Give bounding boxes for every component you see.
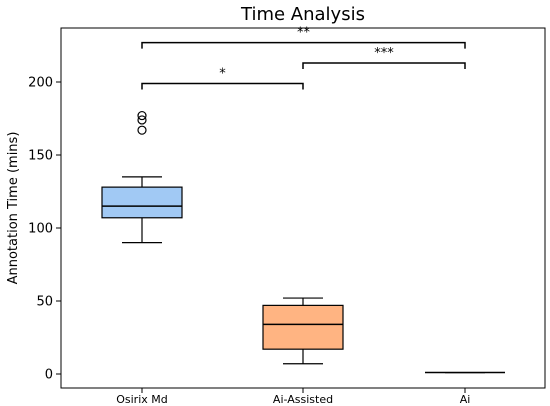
box-iqr — [101, 186, 183, 219]
outlier-point — [137, 125, 147, 135]
x-tick-label: Ai — [460, 393, 471, 406]
chart-title: Time Analysis — [240, 4, 365, 25]
plot-frame — [60, 27, 546, 389]
y-tick-label: 100 — [28, 222, 53, 237]
significance-label: *** — [374, 46, 394, 61]
box-iqr — [262, 304, 344, 350]
significance-label: ** — [297, 26, 311, 41]
x-tick-label: Osirix Md — [116, 393, 168, 406]
y-tick-label: 200 — [28, 76, 53, 91]
significance-bracket — [302, 62, 466, 70]
outlier-point — [137, 115, 147, 125]
y-tick-label: 50 — [36, 295, 53, 310]
significance-label: * — [219, 66, 226, 81]
significance-bracket — [141, 41, 466, 49]
y-tick-label: 0 — [45, 368, 53, 383]
outlier-point — [137, 110, 147, 121]
y-axis-label: Annotation Time (mins) — [6, 132, 21, 285]
significance-bracket — [141, 82, 304, 90]
x-tick-label: Ai-Assisted — [273, 393, 333, 406]
y-tick-label: 150 — [28, 149, 53, 164]
